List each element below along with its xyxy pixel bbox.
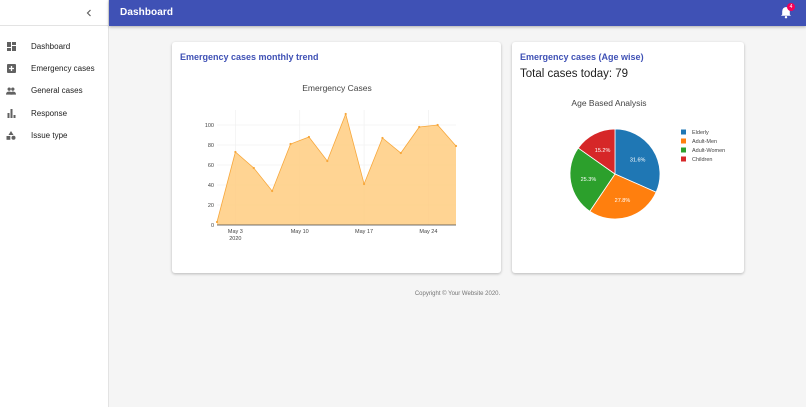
data-point [289,142,292,146]
sidebar-item-dashboard[interactable]: Dashboard [0,35,108,57]
pie-slice [569,147,616,212]
pie-slice [614,128,661,193]
category-icon [6,130,16,140]
data-point [215,220,219,224]
sidebar-item-issue-type[interactable]: Issue type [0,124,108,146]
collapse-sidebar-button[interactable] [82,6,96,20]
sidebar-item-label: Issue type [31,130,68,140]
data-point [362,182,366,186]
area-chart: 0 20 40 60 80 100 May 3 2020 May 10 May 17 May 24 [205,110,458,242]
data-point [344,112,347,116]
x-tick-label: May 17 [355,229,373,235]
series-line [216,112,457,223]
x-tick-label: May 3 2020 [228,229,243,242]
pie-slice-label: 27.8% [615,198,631,204]
y-tick-label: 40 [208,183,214,189]
sidebar-item-general-cases[interactable]: General cases [0,80,108,102]
trend-card-title: Emergency cases monthly trend [180,52,319,62]
pie-chart: 31.6% 27.8% 25.3% 15.2% Elderly Adult-Men Adul… [569,128,725,220]
data-point [399,151,402,155]
trend-card: Emergency cases monthly trend Emergency … [172,42,501,273]
pie-chart-title: Age Based Analysis [571,98,647,108]
sidebar-item-label: Dashboard [31,41,71,51]
legend-swatch [681,138,686,144]
pie-slice [577,128,616,175]
legend-label: Adult-Men [692,139,717,145]
data-point [271,189,274,193]
data-point [381,136,384,140]
dashboard-icon [6,41,16,51]
data-point [326,159,329,163]
plus-box-icon [6,63,16,73]
people-icon [6,86,16,96]
sidebar: Dashboard Emergency cases General cases … [0,0,109,407]
data-point [418,125,421,129]
y-tick-label: 80 [208,143,214,149]
legend-label: Elderly [692,130,709,136]
x-tick-label: May 24 [419,229,437,235]
age-card: Emergency cases (Age wise) Total cases t… [512,42,744,273]
sidebar-item-response[interactable]: Response [0,102,108,124]
data-point [234,150,237,154]
sidebar-header [0,0,108,26]
pie-slice-label: 31.6% [630,157,646,163]
sidebar-item-label: Response [31,108,68,118]
legend-swatch [681,156,686,162]
trend-chart-title: Emergency Cases [302,83,372,93]
sidebar-item-label: Emergency cases [31,63,95,73]
legend-label: Children [692,157,712,163]
y-tick-label: 0 [211,223,214,229]
sidebar-item-emergency-cases[interactable]: Emergency cases [0,57,108,79]
notification-badge: 4 [787,3,795,11]
data-point [436,123,439,127]
data-point [252,166,255,170]
x-tick-label: May 10 [291,229,309,235]
data-point [454,144,458,148]
total-cases-text: Total cases today: 79 [520,68,629,80]
bar-chart-icon [6,108,16,118]
sidebar-nav: Dashboard Emergency cases General cases … [0,26,108,146]
area-fill [217,114,456,225]
data-point [307,135,311,139]
chevron-left-icon [86,9,91,17]
footer-copyright: Copyright © Your Website 2020. [414,291,501,297]
legend-swatch [681,147,686,153]
age-card-title: Emergency cases (Age wise) [520,52,644,62]
pie-slice-label: 15.2% [595,148,611,154]
pie-slice [589,173,657,220]
legend-label: Adult-Women [692,148,725,154]
page-title: Dashboard [120,7,174,18]
legend-swatch [681,129,686,135]
y-tick-label: 20 [208,203,214,209]
sidebar-item-label: General cases [31,86,83,96]
y-tick-label: 100 [205,123,214,129]
app-bar: Dashboard [109,0,806,26]
y-tick-label: 60 [208,163,214,169]
pie-slice-label: 25.3% [581,177,597,183]
